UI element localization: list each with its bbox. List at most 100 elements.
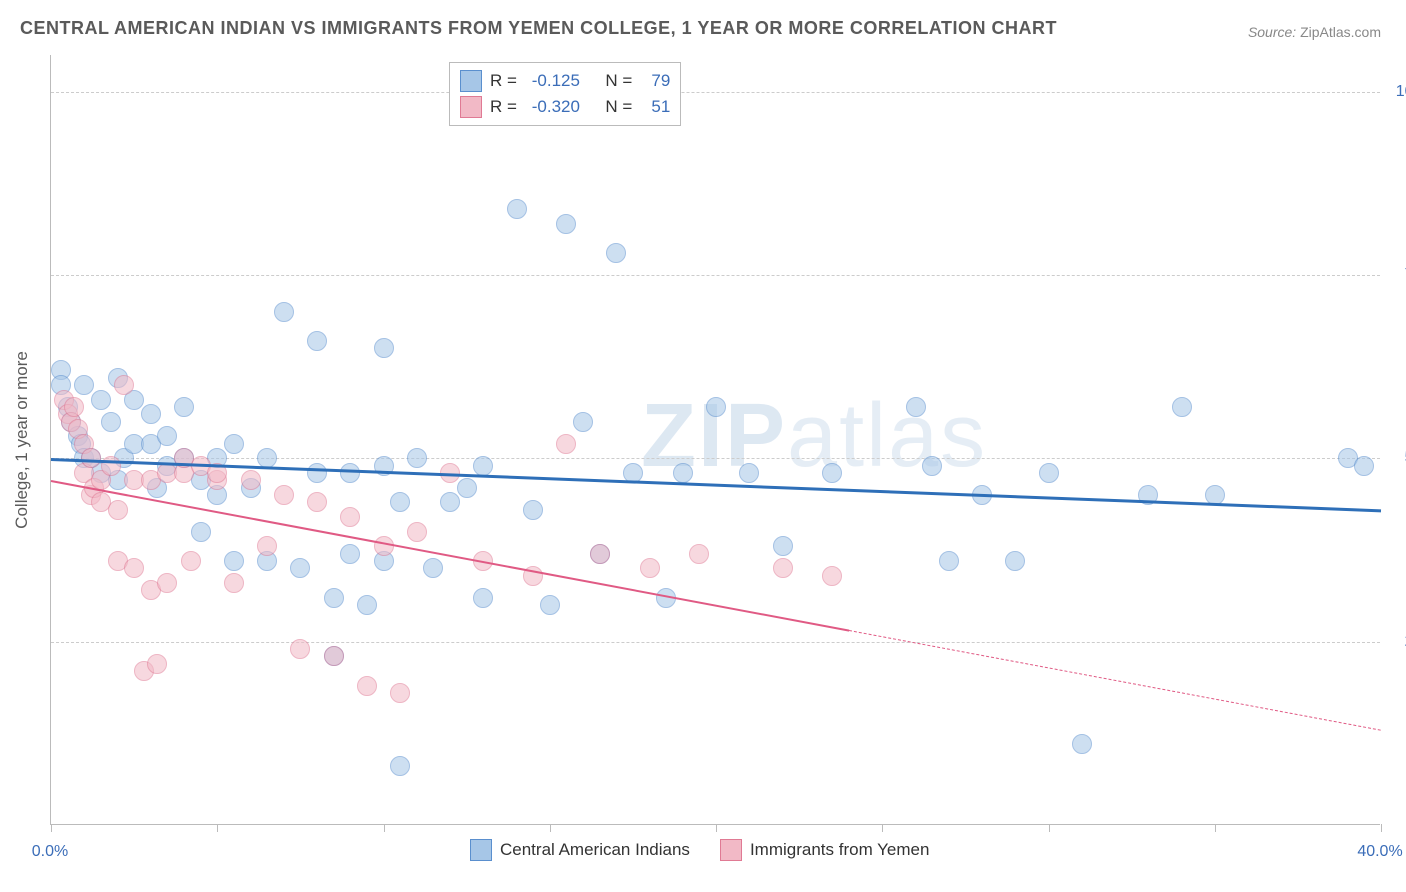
- scatter-point: [224, 573, 244, 593]
- scatter-point: [108, 500, 128, 520]
- scatter-point: [573, 412, 593, 432]
- scatter-point: [773, 558, 793, 578]
- x-tick-mark: [1381, 824, 1382, 832]
- scatter-point: [374, 338, 394, 358]
- scatter-point: [590, 544, 610, 564]
- scatter-point: [1039, 463, 1059, 483]
- scatter-point: [147, 654, 167, 674]
- series-legend: Central American Indians Immigrants from …: [470, 839, 929, 861]
- scatter-point: [407, 522, 427, 542]
- scatter-point: [124, 558, 144, 578]
- x-tick-mark: [51, 824, 52, 832]
- r-label: R =: [490, 68, 517, 94]
- legend-label: Immigrants from Yemen: [750, 840, 930, 860]
- scatter-point: [939, 551, 959, 571]
- chart-title: CENTRAL AMERICAN INDIAN VS IMMIGRANTS FR…: [20, 18, 1057, 39]
- x-tick-mark: [1215, 824, 1216, 832]
- scatter-point: [822, 566, 842, 586]
- n-label: N =: [605, 68, 632, 94]
- y-axis-label: College, 1 year or more: [12, 351, 32, 529]
- legend-item: Immigrants from Yemen: [720, 839, 930, 861]
- scatter-point: [423, 558, 443, 578]
- scatter-point: [257, 536, 277, 556]
- scatter-point: [224, 434, 244, 454]
- scatter-point: [357, 595, 377, 615]
- x-tick-label: 40.0%: [1357, 843, 1402, 861]
- scatter-point: [540, 595, 560, 615]
- watermark-thin: atlas: [787, 386, 987, 486]
- scatter-point: [290, 558, 310, 578]
- scatter-point: [906, 397, 926, 417]
- gridline: [51, 642, 1380, 643]
- legend-swatch: [720, 839, 742, 861]
- scatter-point: [822, 463, 842, 483]
- scatter-point: [181, 551, 201, 571]
- gridline: [51, 92, 1380, 93]
- x-tick-mark: [384, 824, 385, 832]
- r-label: R =: [490, 94, 517, 120]
- scatter-point: [340, 463, 360, 483]
- scatter-point: [556, 434, 576, 454]
- scatter-point: [390, 756, 410, 776]
- x-tick-label: 0.0%: [32, 843, 68, 861]
- scatter-point: [157, 426, 177, 446]
- scatter-point: [114, 375, 134, 395]
- legend-swatch: [470, 839, 492, 861]
- stats-row: R =-0.320 N =51: [460, 94, 670, 120]
- gridline: [51, 458, 1380, 459]
- legend-label: Central American Indians: [500, 840, 690, 860]
- scatter-point: [523, 500, 543, 520]
- scatter-point: [473, 456, 493, 476]
- scatter-point: [307, 463, 327, 483]
- scatter-point: [440, 492, 460, 512]
- y-tick-label: 25.0%: [1390, 633, 1406, 651]
- scatter-point: [1072, 734, 1092, 754]
- x-tick-mark: [716, 824, 717, 832]
- y-tick-label: 100.0%: [1390, 83, 1406, 101]
- trend-line-extrapolated: [849, 630, 1381, 731]
- scatter-point: [91, 390, 111, 410]
- scatter-point: [324, 646, 344, 666]
- scatter-point: [307, 492, 327, 512]
- scatter-point: [307, 331, 327, 351]
- scatter-point: [640, 558, 660, 578]
- r-value: -0.320: [525, 94, 580, 120]
- scatter-point: [507, 199, 527, 219]
- scatter-point: [773, 536, 793, 556]
- r-value: -0.125: [525, 68, 580, 94]
- scatter-point: [174, 397, 194, 417]
- scatter-point: [157, 573, 177, 593]
- scatter-point: [1172, 397, 1192, 417]
- scatter-point: [689, 544, 709, 564]
- scatter-point: [922, 456, 942, 476]
- scatter-point: [706, 397, 726, 417]
- scatter-point: [224, 551, 244, 571]
- series-swatch: [460, 96, 482, 118]
- scatter-point: [739, 463, 759, 483]
- legend-item: Central American Indians: [470, 839, 690, 861]
- scatter-point: [340, 544, 360, 564]
- correlation-stats-box: R = -0.125 N = 79R = -0.320 N = 51: [449, 62, 681, 126]
- scatter-point: [141, 404, 161, 424]
- gridline: [51, 275, 1380, 276]
- scatter-point: [374, 536, 394, 556]
- scatter-point: [673, 463, 693, 483]
- scatter-point: [473, 588, 493, 608]
- series-swatch: [460, 70, 482, 92]
- n-value: 79: [640, 68, 670, 94]
- scatter-point: [74, 375, 94, 395]
- x-tick-mark: [550, 824, 551, 832]
- scatter-point: [241, 470, 261, 490]
- scatter-point: [274, 302, 294, 322]
- scatter-point: [407, 448, 427, 468]
- scatter-point: [101, 412, 121, 432]
- scatter-point: [357, 676, 377, 696]
- chart-plot-area: ZIPatlas 25.0%50.0%75.0%100.0%: [50, 55, 1380, 825]
- scatter-point: [457, 478, 477, 498]
- stats-row: R = -0.125 N = 79: [460, 68, 670, 94]
- x-tick-mark: [882, 824, 883, 832]
- scatter-point: [1354, 456, 1374, 476]
- scatter-point: [390, 492, 410, 512]
- n-value: 51: [640, 94, 670, 120]
- x-tick-mark: [1049, 824, 1050, 832]
